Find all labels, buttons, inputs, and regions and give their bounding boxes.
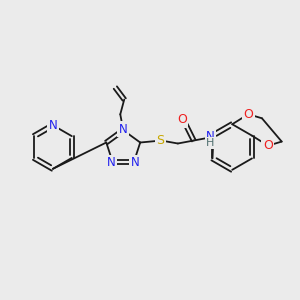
- Text: S: S: [156, 134, 164, 147]
- Text: N: N: [49, 119, 57, 132]
- Text: N: N: [119, 123, 128, 136]
- Text: N: N: [131, 156, 140, 170]
- Text: N: N: [107, 156, 116, 170]
- Text: N: N: [206, 130, 215, 142]
- Text: O: O: [243, 108, 253, 121]
- Text: H: H: [206, 138, 215, 148]
- Text: O: O: [263, 139, 273, 152]
- Text: O: O: [177, 113, 187, 126]
